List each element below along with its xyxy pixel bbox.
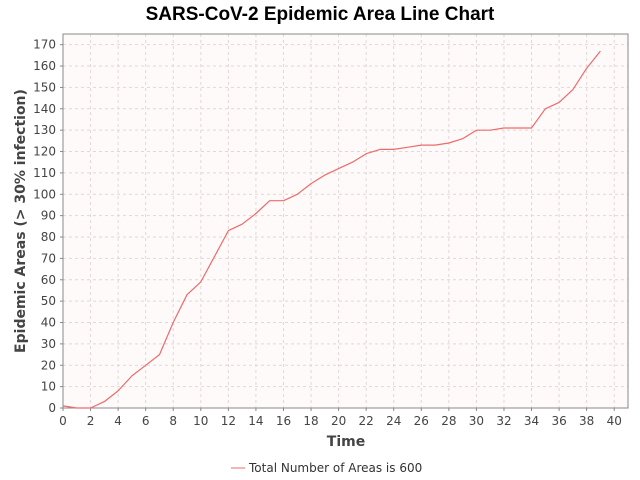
y-tick-label: 90	[41, 209, 56, 223]
y-axis-label: Epidemic Areas (> 30% infection)	[13, 89, 29, 353]
x-tick-label: 14	[248, 414, 263, 428]
x-tick-label: 0	[59, 414, 67, 428]
series-line	[62, 50, 601, 409]
x-tick-label: 8	[169, 414, 177, 428]
y-tick-label: 40	[41, 316, 56, 330]
x-tick-label: 16	[276, 414, 291, 428]
y-tick-label: 120	[33, 145, 56, 159]
x-tick-label: 34	[524, 414, 539, 428]
x-tick-label: 6	[142, 414, 150, 428]
x-tick-label: 22	[359, 414, 374, 428]
y-tick-label: 30	[41, 337, 56, 351]
y-tick-label: 160	[33, 59, 56, 73]
series-layer	[62, 50, 601, 409]
legend: Total Number of Areas is 600	[231, 461, 422, 475]
x-axis-label: Time	[327, 434, 365, 450]
x-tick-label: 24	[386, 414, 401, 428]
y-tick-label: 110	[33, 166, 56, 180]
y-tick-label: 140	[33, 102, 56, 116]
x-tick-label: 30	[469, 414, 484, 428]
x-tick-label: 12	[221, 414, 236, 428]
legend-label: Total Number of Areas is 600	[248, 461, 422, 475]
y-axis: 0 10 20 30 40 50 60 70 80 90 100 110 120 130 140 150 160…	[33, 38, 63, 415]
x-tick-label: 2	[87, 414, 95, 428]
y-tick-label: 20	[41, 358, 56, 372]
x-tick-label: 26	[414, 414, 429, 428]
x-tick-label: 4	[114, 414, 122, 428]
x-tick-label: 20	[331, 414, 346, 428]
y-tick-label: 170	[33, 38, 56, 52]
x-tick-label: 36	[551, 414, 566, 428]
x-tick-label: 10	[193, 414, 208, 428]
chart-title: SARS-CoV-2 Epidemic Area Line Chart	[146, 4, 495, 25]
y-tick-label: 50	[41, 294, 56, 308]
y-tick-label: 100	[33, 187, 56, 201]
x-tick-label: 18	[303, 414, 318, 428]
x-tick-label: 32	[496, 414, 511, 428]
plot-area	[63, 34, 628, 408]
y-tick-label: 70	[41, 251, 56, 265]
y-tick-label: 150	[33, 80, 56, 94]
x-tick-label: 40	[607, 414, 622, 428]
y-tick-label: 80	[41, 230, 56, 244]
x-axis: 0 2 4 6 8 10 12 14 16 18 20 22 24 26 28 30 32 34 36 38 40	[59, 408, 622, 428]
y-tick-label: 0	[48, 401, 56, 415]
x-tick-label: 28	[441, 414, 456, 428]
y-tick-label: 130	[33, 123, 56, 137]
y-tick-label: 60	[41, 273, 56, 287]
plot-border	[62, 33, 629, 409]
y-tick-label: 10	[41, 380, 56, 394]
x-tick-label: 38	[579, 414, 594, 428]
